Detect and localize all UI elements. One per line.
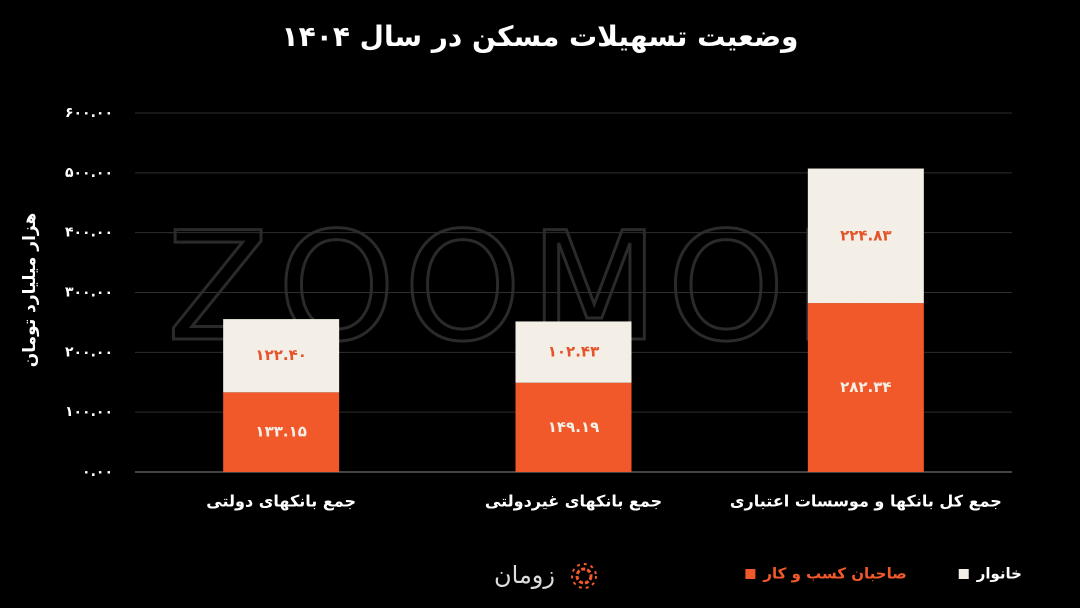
data-label: ۱۰۲.۴۳ [548,343,599,361]
x-tick-label: جمع کل بانکها و موسسات اعتباری [730,492,1002,511]
brand-icon [571,563,597,589]
bar-segment [223,319,340,393]
x-tick-label: جمع بانکهای دولتی [206,492,356,511]
bar-segment [515,321,632,383]
legend-swatch [745,569,756,579]
y-tick-label: ۳۰۰.۰۰ [65,285,113,301]
legend-label: خانوار [976,565,1022,583]
data-label: ۱۳۳.۱۵ [255,423,306,441]
y-axis-label: هزار میلیارد تومان [20,213,40,368]
bar-segment [223,392,340,472]
y-tick-label: ۵۰۰.۰۰ [65,165,113,181]
legend-label: صاحبان کسب و کار [762,565,906,583]
data-label: ۱۲۲.۴۰ [255,346,306,364]
data-label: ۲۲۴.۸۳ [840,226,891,244]
y-tick-label: ۱۰۰.۰۰ [65,404,113,420]
brand: زومان [494,561,555,589]
chart-title: وضعیت تسهیلات مسکن در سال ۱۴۰۴ [282,20,799,53]
y-tick-label: ۴۰۰.۰۰ [65,225,113,241]
legend-swatch [958,569,969,579]
y-tick-label: ۲۰۰.۰۰ [65,344,113,360]
y-tick-label: ۶۰۰.۰۰ [65,105,113,121]
y-tick-label: ۰.۰۰ [82,464,113,480]
x-tick-label: جمع بانکهای غیردولتی [485,492,662,511]
data-label: ۱۴۹.۱۹ [548,418,599,436]
bar-segment [807,168,924,304]
bar-segment [807,303,924,472]
bar-segment [515,382,632,472]
data-label: ۲۸۲.۳۴ [840,378,891,396]
